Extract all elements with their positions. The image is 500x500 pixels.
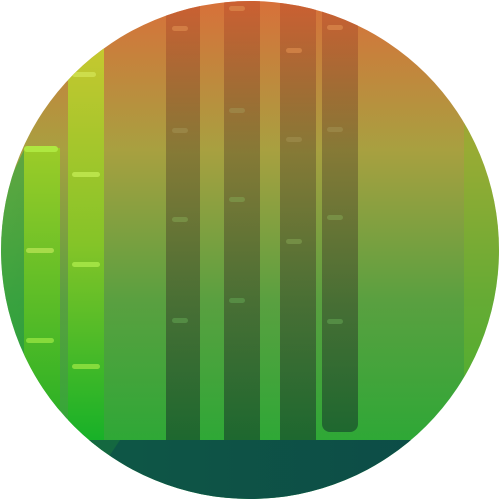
bright-stalk-center-left [68, 38, 104, 450]
dark-stalk-2 [224, 1, 260, 440]
ground [1, 440, 499, 499]
ground-left-shade [1, 440, 120, 499]
dark-stalk-4 [322, 1, 358, 432]
dark-stalk-3 [280, 1, 316, 440]
dark-stalk-1 [166, 1, 200, 440]
right-faint-stalk [464, 120, 499, 480]
bright-stalk-left [24, 146, 60, 448]
